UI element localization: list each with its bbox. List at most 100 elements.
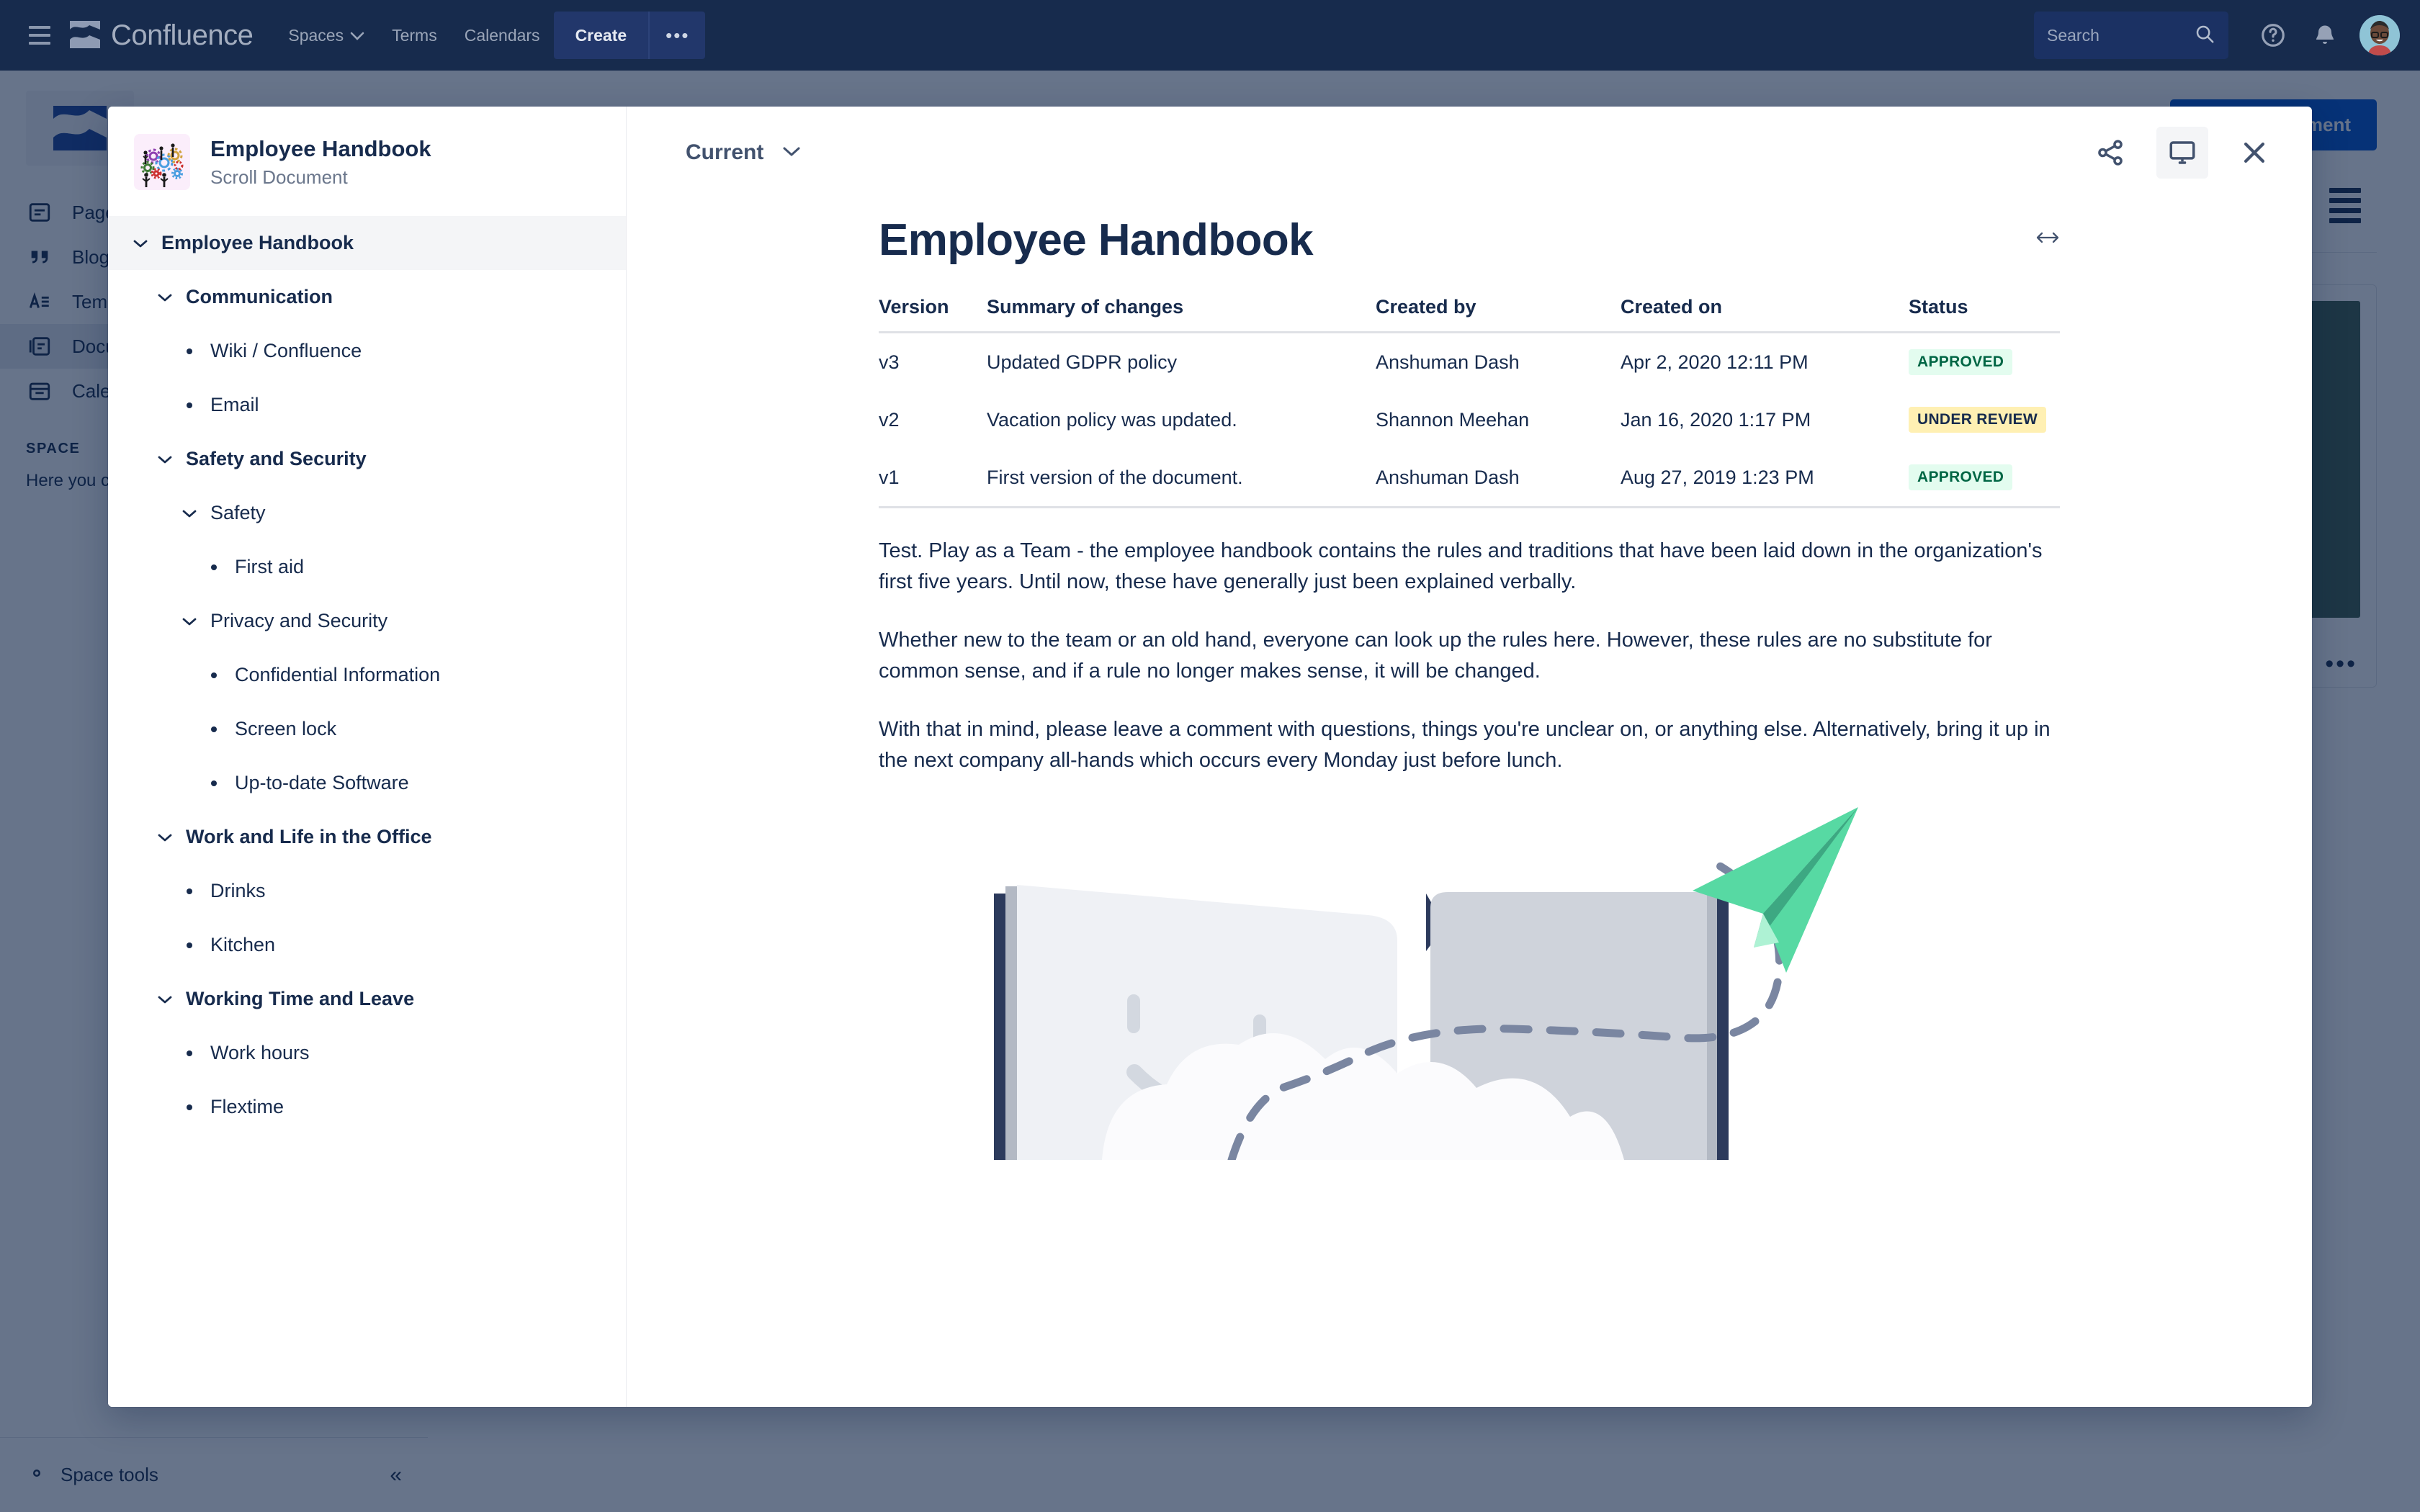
chevron-down-icon[interactable] (177, 616, 202, 626)
chevron-down-icon[interactable] (177, 508, 202, 518)
tree-item-work-and-life-in-the-office[interactable]: Work and Life in the Office (108, 810, 626, 864)
cell-version: v2 (879, 408, 900, 431)
scroll-document-modal: Employee Handbook Scroll Document Employ… (108, 107, 2312, 1407)
document-header: Employee Handbook Scroll Document (108, 107, 626, 212)
chevron-down-icon[interactable] (153, 994, 177, 1004)
table-row[interactable]: v1 First version of the document. Anshuman… (879, 449, 2060, 508)
cell-created-by: Anshuman Dash (1376, 351, 1520, 373)
cell-status: APPROVED (1909, 333, 2060, 392)
tree-item-label: Kitchen (210, 934, 276, 955)
tree-item-label: Flextime (210, 1096, 284, 1117)
tree-item-screen-lock[interactable]: Screen lock (108, 702, 626, 756)
chevron-down-icon[interactable] (153, 292, 177, 302)
version-selector[interactable]: Current (686, 140, 801, 165)
document-subtitle: Scroll Document (210, 166, 348, 189)
tree-item-employee-handbook[interactable]: Employee Handbook (108, 216, 626, 270)
document-tree: Employee Handbook Communication Wiki / Con… (108, 212, 626, 1407)
cell-version: v3 (879, 351, 900, 373)
bullet-icon (202, 672, 226, 678)
column-header-created-by: Created by (1376, 296, 1621, 333)
bullet-icon (202, 780, 226, 786)
help-icon[interactable] (2253, 15, 2293, 55)
bullet-icon (177, 1050, 202, 1056)
tree-item-wiki-confluence[interactable]: Wiki / Confluence (108, 324, 626, 378)
document-scroll-area[interactable]: Employee Handbook Version Summary of cha… (627, 199, 2312, 1407)
table-row[interactable]: v2 Vacation policy was updated. Shannon Me… (879, 391, 2060, 449)
tree-item-drinks[interactable]: Drinks (108, 864, 626, 918)
tree-item-first-aid[interactable]: First aid (108, 540, 626, 594)
tree-item-communication[interactable]: Communication (108, 270, 626, 324)
modal-toolbar: Current (627, 107, 2312, 199)
tree-item-label: Up-to-date Software (235, 772, 409, 793)
nav-item-spaces[interactable]: Spaces (274, 13, 378, 58)
column-header-status: Status (1909, 296, 2060, 333)
bullet-icon (202, 564, 226, 570)
cell-created-on: Aug 27, 2019 1:23 PM (1621, 449, 1909, 508)
present-icon[interactable] (2156, 127, 2208, 179)
tree-item-work-hours[interactable]: Work hours (108, 1026, 626, 1080)
bullet-icon (177, 942, 202, 948)
more-options-icon[interactable]: ••• (648, 12, 706, 59)
chevron-down-icon[interactable] (153, 832, 177, 842)
chevron-down-icon (350, 26, 364, 45)
tree-item-label: Screen lock (235, 718, 337, 739)
resize-horizontal-icon[interactable] (2035, 215, 2060, 248)
search-input[interactable] (2047, 25, 2187, 45)
tree-item-label: Communication (186, 286, 333, 307)
tree-item-safety[interactable]: Safety (108, 486, 626, 540)
tree-item-label: Drinks (210, 880, 266, 901)
avatar[interactable] (2360, 15, 2400, 55)
chevron-down-icon[interactable] (128, 238, 153, 248)
nav-item-calendars[interactable]: Calendars (451, 13, 554, 58)
close-icon[interactable] (2228, 127, 2280, 179)
bullet-icon (177, 888, 202, 894)
tree-item-email[interactable]: Email (108, 378, 626, 432)
modal-sidebar: Employee Handbook Scroll Document Employ… (108, 107, 627, 1407)
tree-item-kitchen[interactable]: Kitchen (108, 918, 626, 972)
status-badge: UNDER REVIEW (1909, 407, 2046, 433)
tree-item-label: Privacy and Security (210, 610, 388, 631)
gears-people-icon (134, 134, 190, 190)
tree-item-up-to-date-software[interactable]: Up-to-date Software (108, 756, 626, 810)
cell-status: UNDER REVIEW (1909, 391, 2060, 449)
bullet-icon (177, 348, 202, 354)
page-title: Employee Handbook (879, 215, 1314, 265)
paragraph: Whether new to the team or an old hand, … (879, 628, 1992, 683)
tree-item-working-time-and-leave[interactable]: Working Time and Leave (108, 972, 626, 1026)
tree-item-flextime[interactable]: Flextime (108, 1080, 626, 1134)
table-header-row: Version Summary of changes Created by Cr… (879, 296, 2060, 333)
search-icon[interactable] (2194, 23, 2215, 48)
table-row[interactable]: v3 Updated GDPR policy Anshuman Dash Apr 2,… (879, 333, 2060, 392)
version-selector-label: Current (686, 140, 764, 164)
column-header-version: Version (879, 296, 987, 333)
nav-label: Calendars (464, 25, 540, 45)
nav-label: Spaces (288, 25, 344, 45)
tree-item-confidential-information[interactable]: Confidential Information (108, 648, 626, 702)
create-button[interactable]: Create (553, 12, 649, 59)
confluence-logo-icon (69, 19, 101, 51)
hamburger-icon[interactable] (20, 16, 59, 55)
status-badge: APPROVED (1909, 464, 2013, 490)
cell-summary: Vacation policy was updated. (987, 408, 1237, 431)
tree-item-safety-and-security[interactable]: Safety and Security (108, 432, 626, 486)
tree-item-label: Work and Life in the Office (186, 826, 432, 847)
bullet-icon (202, 726, 226, 732)
status-badge: APPROVED (1909, 349, 2013, 375)
bullet-icon (177, 402, 202, 408)
search-box[interactable] (2034, 12, 2228, 59)
column-header-created-on: Created on (1621, 296, 1909, 333)
notifications-icon[interactable] (2305, 15, 2345, 55)
tree-item-label: Email (210, 394, 259, 415)
tree-item-label: Safety (210, 502, 266, 523)
chevron-down-icon[interactable] (153, 454, 177, 464)
tree-item-label: Wiki / Confluence (210, 340, 362, 361)
column-header-summary: Summary of changes (987, 296, 1376, 333)
cell-summary: Updated GDPR policy (987, 351, 1178, 373)
cell-created-on: Jan 16, 2020 1:17 PM (1621, 408, 1811, 431)
bullet-icon (177, 1104, 202, 1110)
paragraph: Test. Play as a Team - the employee hand… (879, 539, 2043, 593)
confluence-brand[interactable]: Confluence (69, 19, 254, 52)
share-icon[interactable] (2084, 127, 2136, 179)
nav-item-terms[interactable]: Terms (378, 13, 451, 58)
tree-item-privacy-and-security[interactable]: Privacy and Security (108, 594, 626, 648)
